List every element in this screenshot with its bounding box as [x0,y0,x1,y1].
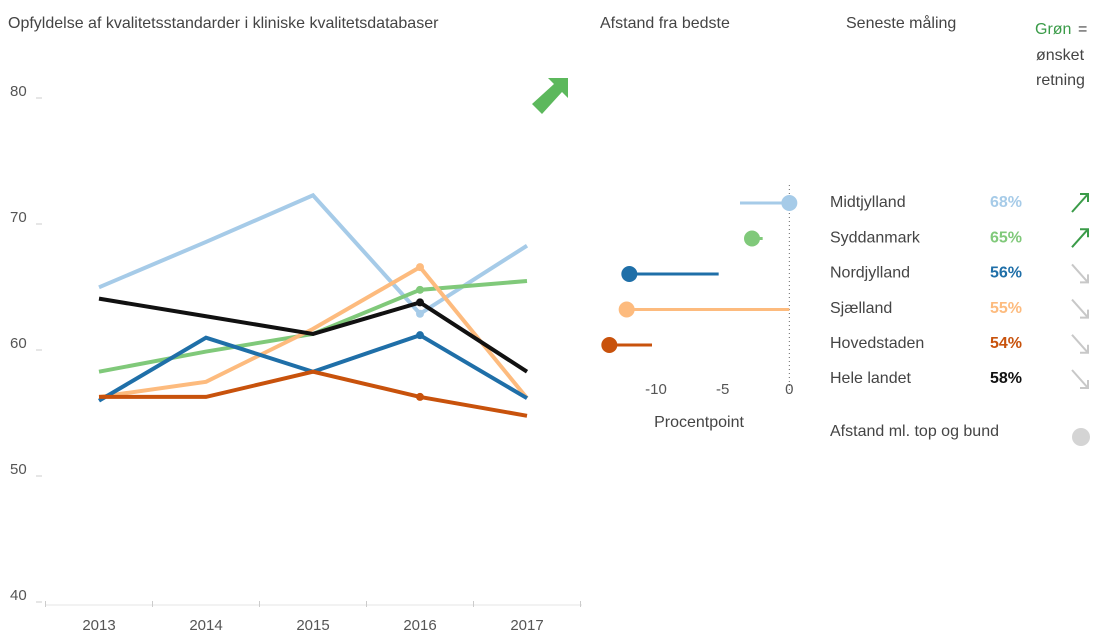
row-value: 55% [990,300,1022,317]
trend-arrow [1071,228,1089,248]
row-name: Hovedstaden [830,335,924,352]
series-line [98,192,529,317]
trend-arrow [1071,263,1089,284]
trend-arrow-head [1080,274,1089,284]
range-legend-dot [1072,428,1090,446]
row-value: 56% [990,265,1022,282]
trend-arrow-head [1080,193,1089,202]
trend-arrow-head [1080,380,1089,389]
dot-chart-title: Afstand fra bedste [600,15,730,32]
dot [601,337,618,353]
note-text: = [1078,21,1087,38]
row-name: Hele landet [830,370,912,387]
y-tick-label: 80 [10,83,27,100]
series-line [98,264,529,400]
point [416,392,424,401]
point [416,298,424,307]
row-value: 54% [990,335,1022,352]
point [416,263,424,272]
trend-arrow-head [1080,309,1089,319]
x-tick-label: 2013 [82,617,115,634]
line-chart-title: Opfyldelse af kvalitetsstandarder i klin… [8,15,439,32]
y-tick-label: 70 [10,209,27,226]
x-tick-label: -5 [716,381,729,398]
trend-arrow-head [1080,344,1089,354]
trend-arrow [1071,334,1089,354]
series-line [98,296,529,374]
dot [618,301,635,318]
row-name: Nordjylland [830,265,910,282]
trend-arrow [1071,193,1089,213]
y-tick-label: 40 [10,587,27,604]
row-name: Syddanmark [830,229,921,246]
dot [781,195,798,211]
note-text: ønsket [1036,47,1085,64]
trend-arrow-head [1080,228,1089,238]
range-legend: Afstand ml. top og bund [830,423,999,440]
row-value: 58% [990,370,1022,387]
row-name: Midtjylland [830,194,906,211]
series-line [97,332,529,403]
y-tick-label: 50 [10,461,27,478]
y-tick-label: 60 [10,335,27,352]
x-tick-label: 2014 [189,617,222,634]
x-tick-label: 2017 [510,617,543,634]
point [416,309,424,318]
x-tick-label: 2016 [403,617,436,634]
table-title: Seneste måling [846,14,956,32]
x-tick-label: -10 [645,381,667,398]
dot [744,230,760,247]
series-line [99,369,528,418]
row-value: 65% [990,229,1022,246]
x-tick-label: 2015 [296,617,329,634]
point [416,331,424,340]
note-text: retning [1036,72,1085,89]
trend-arrow [1071,369,1089,389]
trend-arrow [1071,298,1089,319]
point [416,285,424,294]
note-highlight: Grøn [1035,21,1071,38]
dot [621,266,638,282]
row-name: Sjælland [830,300,892,317]
trend-icon [532,78,568,114]
x-axis-label: Procentpoint [654,414,744,431]
row-value: 68% [990,194,1022,211]
